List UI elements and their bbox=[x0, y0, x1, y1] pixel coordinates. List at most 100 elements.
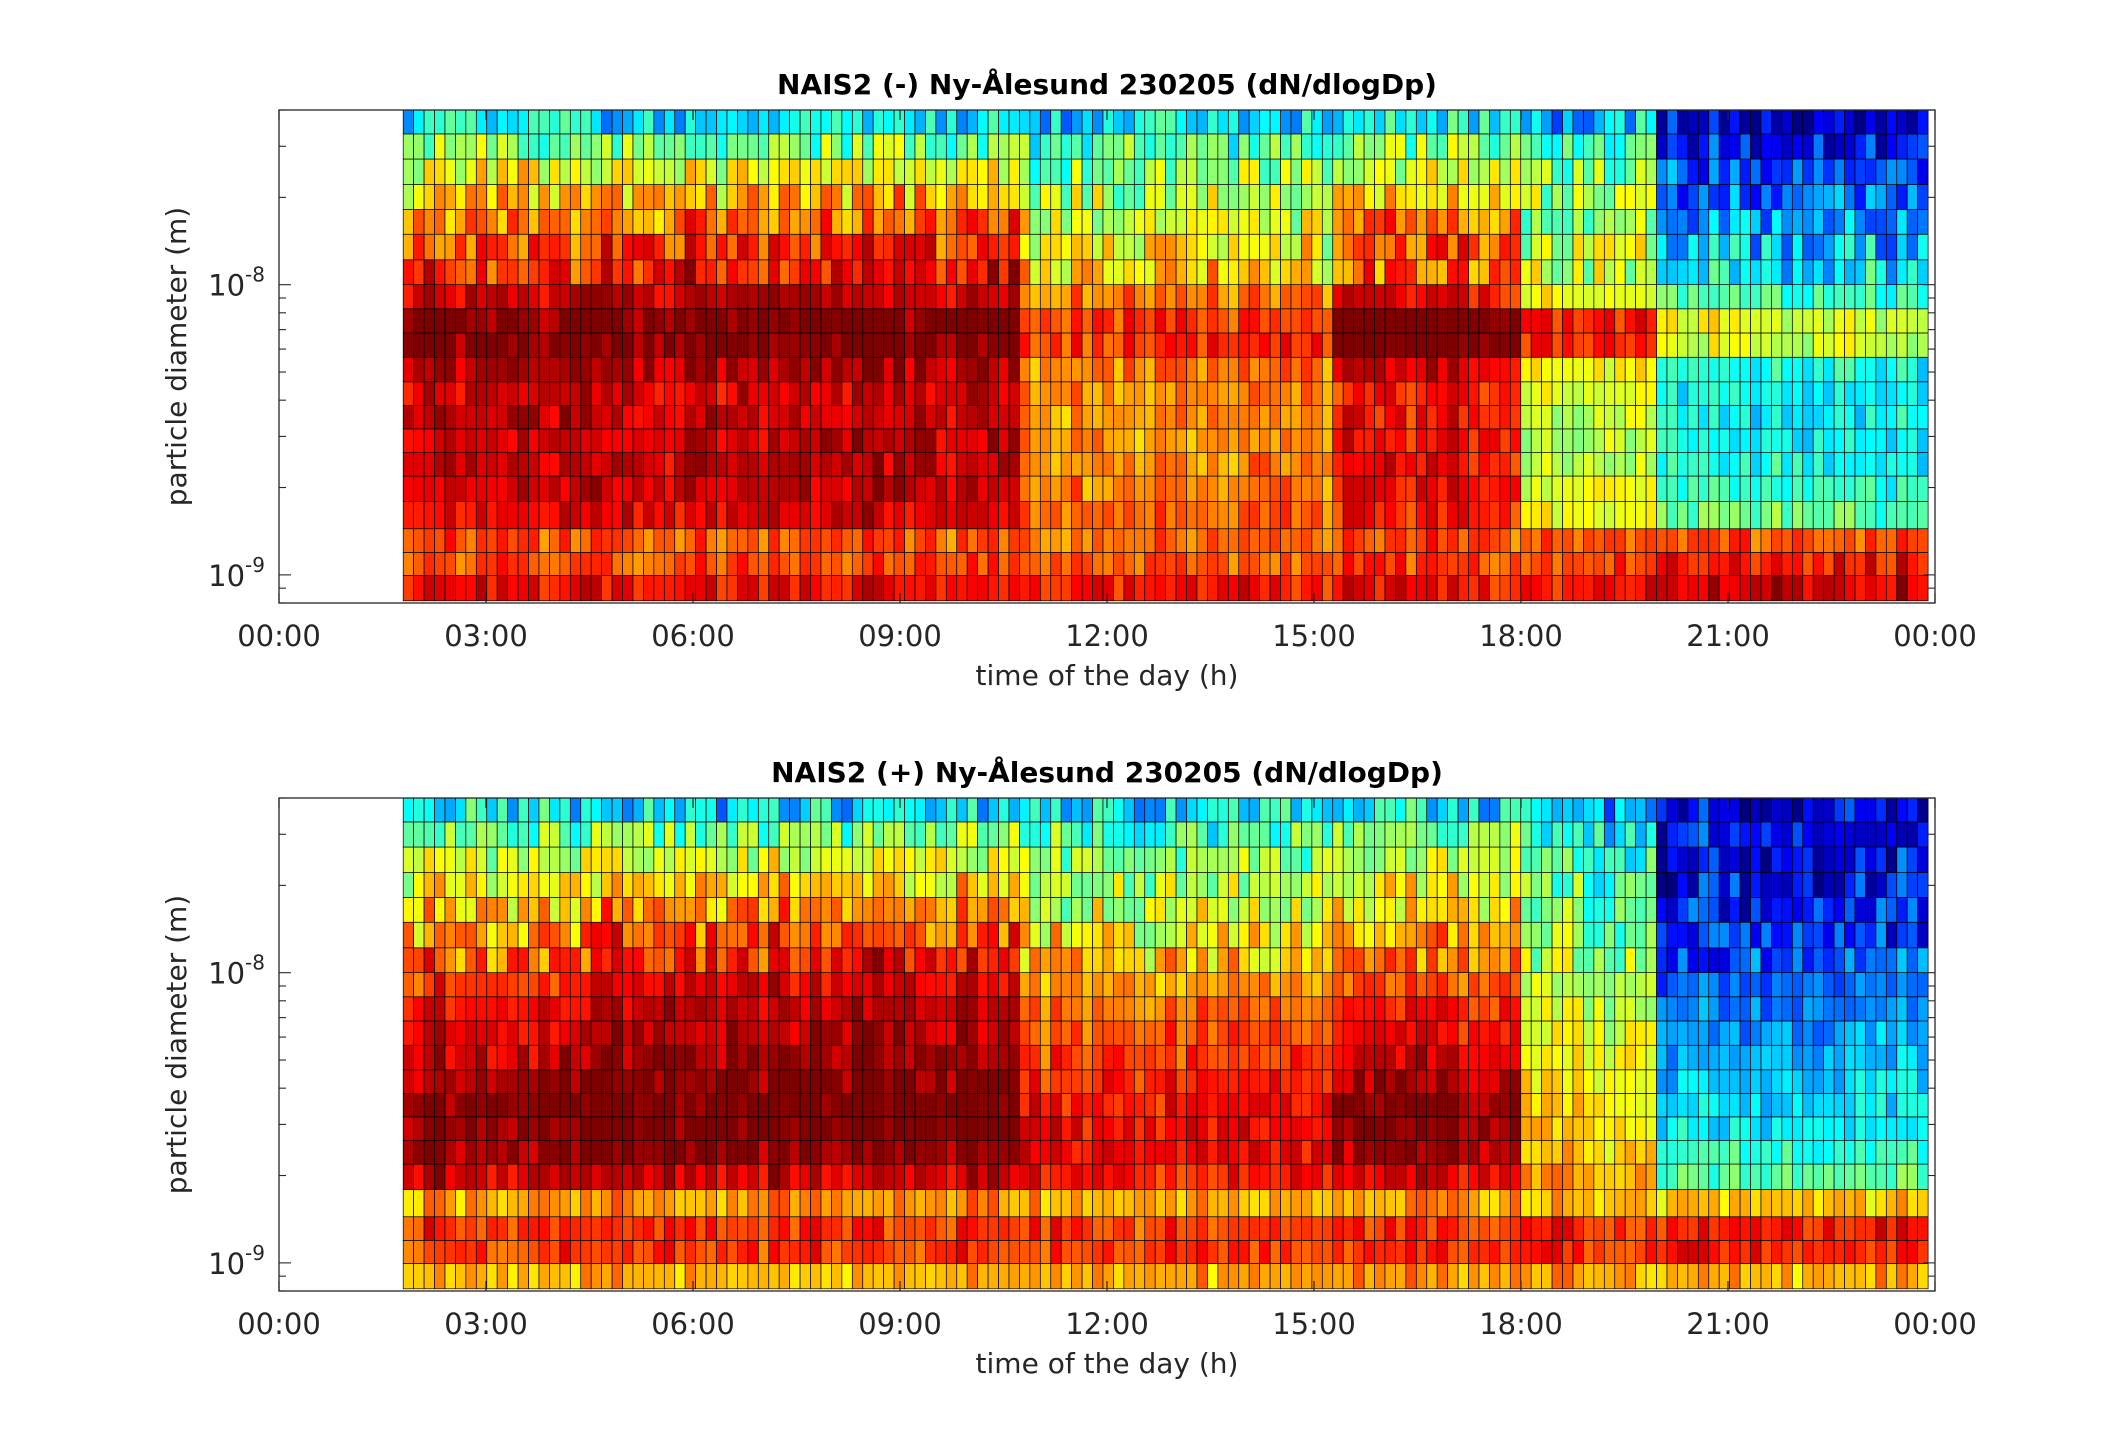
heatmap-cell bbox=[1812, 233, 1824, 261]
heatmap-cell bbox=[810, 452, 822, 477]
heatmap-cell bbox=[1207, 501, 1219, 530]
heatmap-cell bbox=[1019, 1020, 1031, 1046]
heatmap-cell bbox=[841, 972, 853, 998]
heatmap-cell bbox=[1165, 1140, 1177, 1165]
heatmap-cell bbox=[757, 797, 770, 823]
heatmap-cell bbox=[622, 972, 634, 998]
heatmap-cell bbox=[1039, 1069, 1052, 1094]
heatmap-cell bbox=[1321, 972, 1334, 998]
heatmap-cell bbox=[528, 405, 540, 430]
heatmap-cell bbox=[486, 428, 498, 453]
heatmap-cell bbox=[496, 428, 508, 453]
heatmap-cell bbox=[935, 528, 947, 553]
heatmap-cell bbox=[1123, 872, 1135, 898]
heatmap-cell bbox=[1144, 797, 1156, 823]
heatmap-cell bbox=[1207, 109, 1219, 135]
heatmap-cell bbox=[1175, 872, 1187, 898]
heatmap-cell bbox=[1144, 501, 1156, 530]
heatmap-cell bbox=[580, 308, 592, 334]
heatmap-cell bbox=[914, 921, 926, 949]
heatmap-cell bbox=[998, 109, 1010, 135]
heatmap-cell bbox=[486, 1163, 498, 1190]
heatmap-cell bbox=[757, 921, 770, 949]
heatmap-cell bbox=[925, 528, 937, 553]
heatmap-cell bbox=[1572, 381, 1584, 406]
heatmap-cell bbox=[643, 405, 655, 430]
heatmap-cell bbox=[413, 1216, 425, 1241]
heatmap-cell bbox=[663, 428, 676, 453]
heatmap-cell bbox=[851, 1093, 864, 1118]
heatmap-cell bbox=[1008, 1216, 1020, 1241]
heatmap-cell bbox=[559, 821, 571, 848]
heatmap-cell bbox=[757, 109, 770, 135]
heatmap-cell bbox=[1384, 872, 1396, 898]
heatmap-cell bbox=[653, 1163, 665, 1190]
heatmap-cell bbox=[1436, 1140, 1448, 1165]
heatmap-cell bbox=[1217, 475, 1229, 502]
heatmap-cell bbox=[663, 259, 676, 285]
heatmap-cell bbox=[580, 846, 592, 873]
heatmap-cell bbox=[580, 109, 592, 135]
heatmap-cell bbox=[1802, 109, 1814, 135]
heatmap-cell bbox=[789, 158, 801, 185]
heatmap-cell bbox=[1280, 475, 1292, 502]
heatmap-cell bbox=[862, 947, 874, 973]
heatmap-cell bbox=[831, 551, 843, 576]
heatmap-cell bbox=[653, 551, 665, 576]
heatmap-cell bbox=[1405, 109, 1417, 135]
heatmap-cell bbox=[601, 897, 613, 923]
heatmap-cell bbox=[1854, 405, 1866, 430]
heatmap-cell bbox=[893, 405, 905, 430]
heatmap-cell bbox=[831, 575, 843, 602]
heatmap-cell bbox=[1280, 1140, 1292, 1165]
heatmap-cell bbox=[1781, 528, 1793, 553]
heatmap-cell bbox=[1415, 332, 1428, 358]
heatmap-cell bbox=[747, 996, 759, 1022]
heatmap-cell bbox=[1144, 551, 1156, 576]
heatmap-cell bbox=[1844, 209, 1856, 235]
heatmap-cell bbox=[663, 284, 676, 310]
heatmap-cell bbox=[1468, 184, 1480, 210]
heatmap-cell bbox=[1133, 158, 1146, 185]
heatmap-cell bbox=[925, 1189, 937, 1218]
heatmap-cell bbox=[1457, 259, 1469, 285]
heatmap-cell bbox=[1906, 551, 1918, 576]
heatmap-cell bbox=[1154, 356, 1166, 383]
heatmap-cell bbox=[1917, 381, 1929, 406]
heatmap-cell bbox=[1697, 284, 1710, 310]
heatmap-cell bbox=[1426, 551, 1438, 576]
heatmap-cell bbox=[1395, 1140, 1407, 1165]
heatmap-cell bbox=[1823, 381, 1835, 406]
heatmap-cell bbox=[1259, 133, 1271, 160]
heatmap-cell bbox=[1113, 551, 1125, 576]
heatmap-cell bbox=[569, 428, 582, 453]
heatmap-cell bbox=[1405, 1020, 1417, 1046]
heatmap-cell bbox=[1342, 356, 1354, 383]
heatmap-cell bbox=[1353, 209, 1365, 235]
heatmap-cell bbox=[1019, 996, 1031, 1022]
heatmap-cell bbox=[517, 428, 529, 453]
heatmap-cell bbox=[1635, 356, 1647, 383]
heatmap-cell bbox=[423, 308, 435, 334]
heatmap-cell bbox=[1854, 332, 1866, 358]
heatmap-cell bbox=[475, 109, 488, 135]
heatmap-cell bbox=[434, 821, 446, 848]
heatmap-cell bbox=[1384, 475, 1396, 502]
heatmap-cell bbox=[402, 1069, 414, 1094]
heatmap-cell bbox=[1175, 158, 1187, 185]
heatmap-cell bbox=[1656, 475, 1668, 502]
heatmap-cell bbox=[1353, 551, 1365, 576]
heatmap-cell bbox=[1844, 405, 1856, 430]
heatmap-cell bbox=[1186, 921, 1198, 949]
heatmap-cell bbox=[1311, 1020, 1323, 1046]
heatmap-cell bbox=[455, 897, 467, 923]
heatmap-cell bbox=[475, 356, 488, 383]
heatmap-cell bbox=[622, 405, 634, 430]
heatmap-cell bbox=[1290, 428, 1302, 453]
heatmap-cell bbox=[1426, 356, 1438, 383]
heatmap-cell bbox=[1499, 332, 1511, 358]
heatmap-cell bbox=[1374, 109, 1386, 135]
heatmap-cell bbox=[1426, 797, 1438, 823]
heatmap-cell bbox=[674, 109, 686, 135]
heatmap-cell bbox=[1729, 501, 1741, 530]
